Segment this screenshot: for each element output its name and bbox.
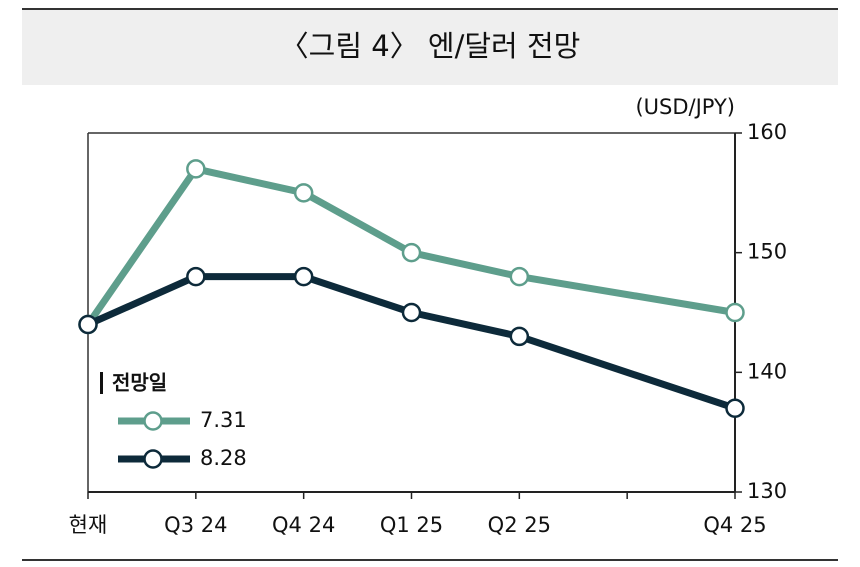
title-band <box>22 10 838 85</box>
y-tick-label: 140 <box>747 359 787 383</box>
legend-bar <box>100 372 103 394</box>
y-tick-label: 150 <box>747 240 787 264</box>
legend-label: 7.31 <box>200 408 247 432</box>
point <box>509 326 530 347</box>
x-tick-label: Q3 24 <box>164 513 227 537</box>
line-bridge <box>515 332 739 412</box>
x-tick-label: Q4 24 <box>272 513 335 537</box>
point <box>509 266 530 287</box>
point <box>401 302 422 323</box>
legend-marker <box>143 411 163 431</box>
point <box>725 302 745 323</box>
x-tick-label: Q1 25 <box>380 513 443 537</box>
legend-title: 전망일 <box>112 371 167 395</box>
x-tick-label: 현재 <box>69 513 108 537</box>
x-tick-label: Q4 25 <box>703 513 766 537</box>
point <box>186 159 206 179</box>
chart-title: 〈그림 4〉 엔/달러 전망 <box>280 29 581 63</box>
point <box>186 266 206 287</box>
point <box>293 183 314 203</box>
point <box>725 398 745 418</box>
x-tick-label: Q2 25 <box>488 513 551 537</box>
y-tick-label: 160 <box>747 120 787 144</box>
y-tick-label: 130 <box>747 479 787 503</box>
legend-marker <box>143 449 163 469</box>
point <box>401 242 422 263</box>
y-axis-label: (USD/JPY) <box>635 95 735 119</box>
legend-label: 8.28 <box>200 446 247 470</box>
point <box>293 266 314 287</box>
line-bridge <box>515 273 739 316</box>
point <box>78 314 98 335</box>
